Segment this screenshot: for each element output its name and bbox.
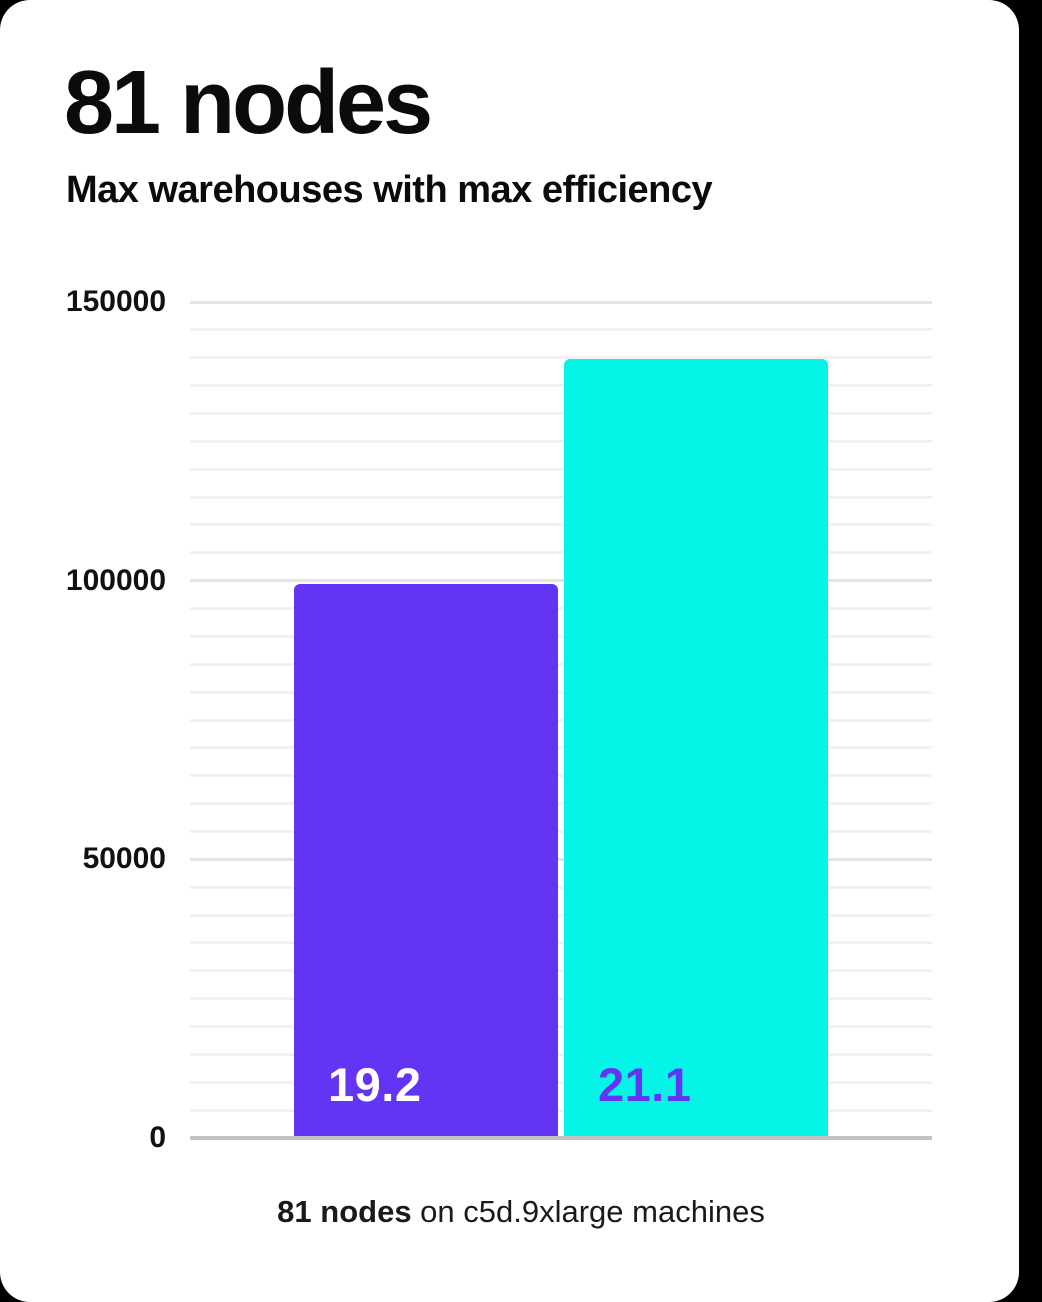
major-gridline	[190, 300, 932, 304]
minor-gridline	[190, 1052, 932, 1056]
minor-gridline	[190, 885, 932, 889]
minor-gridline	[190, 439, 932, 443]
y-tick-label: 150000	[65, 285, 166, 318]
page-title: 81 nodes	[64, 53, 433, 153]
minor-gridline	[190, 634, 932, 638]
minor-gridline	[190, 1080, 932, 1084]
minor-gridline	[190, 690, 932, 694]
bar-value-label: 19.2	[328, 1058, 422, 1111]
minor-gridline	[190, 941, 932, 945]
y-tick-label: 50000	[82, 842, 166, 876]
minor-gridline	[190, 997, 932, 1001]
minor-gridline	[190, 523, 932, 527]
minor-gridline	[190, 746, 932, 750]
minor-gridline	[190, 829, 932, 833]
minor-gridline	[190, 1025, 932, 1029]
chart-caption: 81 nodes on c5d.9xlarge machines	[0, 1194, 1042, 1230]
minor-gridline	[190, 551, 932, 555]
minor-gridline	[190, 802, 932, 806]
bar-1: 19.2	[294, 584, 558, 1136]
minor-gridline	[190, 718, 932, 722]
caption-bold-text: 81 nodes	[277, 1194, 412, 1229]
minor-gridline	[190, 774, 932, 778]
x-axis-line	[190, 1136, 932, 1140]
minor-gridline	[190, 467, 932, 471]
y-tick-label: 0	[149, 1121, 166, 1154]
page-subtitle: Max warehouses with max efficiency	[66, 169, 713, 211]
minor-gridline	[190, 1108, 932, 1112]
y-tick-label: 100000	[65, 563, 166, 597]
caption-regular-text: on c5d.9xlarge machines	[411, 1194, 765, 1229]
minor-gridline	[190, 495, 932, 499]
minor-gridline	[190, 913, 932, 917]
plot-area: 0 50000 100000 150000 19.2 21.1	[66, 285, 932, 1154]
minor-gridline	[190, 662, 932, 666]
minor-gridline	[190, 969, 932, 973]
minor-gridline	[190, 607, 932, 611]
minor-gridline	[190, 356, 932, 360]
bar-2: 21.1	[564, 358, 828, 1136]
major-gridline	[190, 579, 932, 583]
minor-gridline	[190, 328, 932, 332]
major-gridline	[190, 857, 932, 861]
minor-gridline	[190, 384, 932, 388]
minor-gridline	[190, 411, 932, 415]
bar-value-label: 21.1	[598, 1058, 692, 1111]
chart-card: 81 nodes Max warehouses with max efficie…	[0, 0, 1019, 1302]
